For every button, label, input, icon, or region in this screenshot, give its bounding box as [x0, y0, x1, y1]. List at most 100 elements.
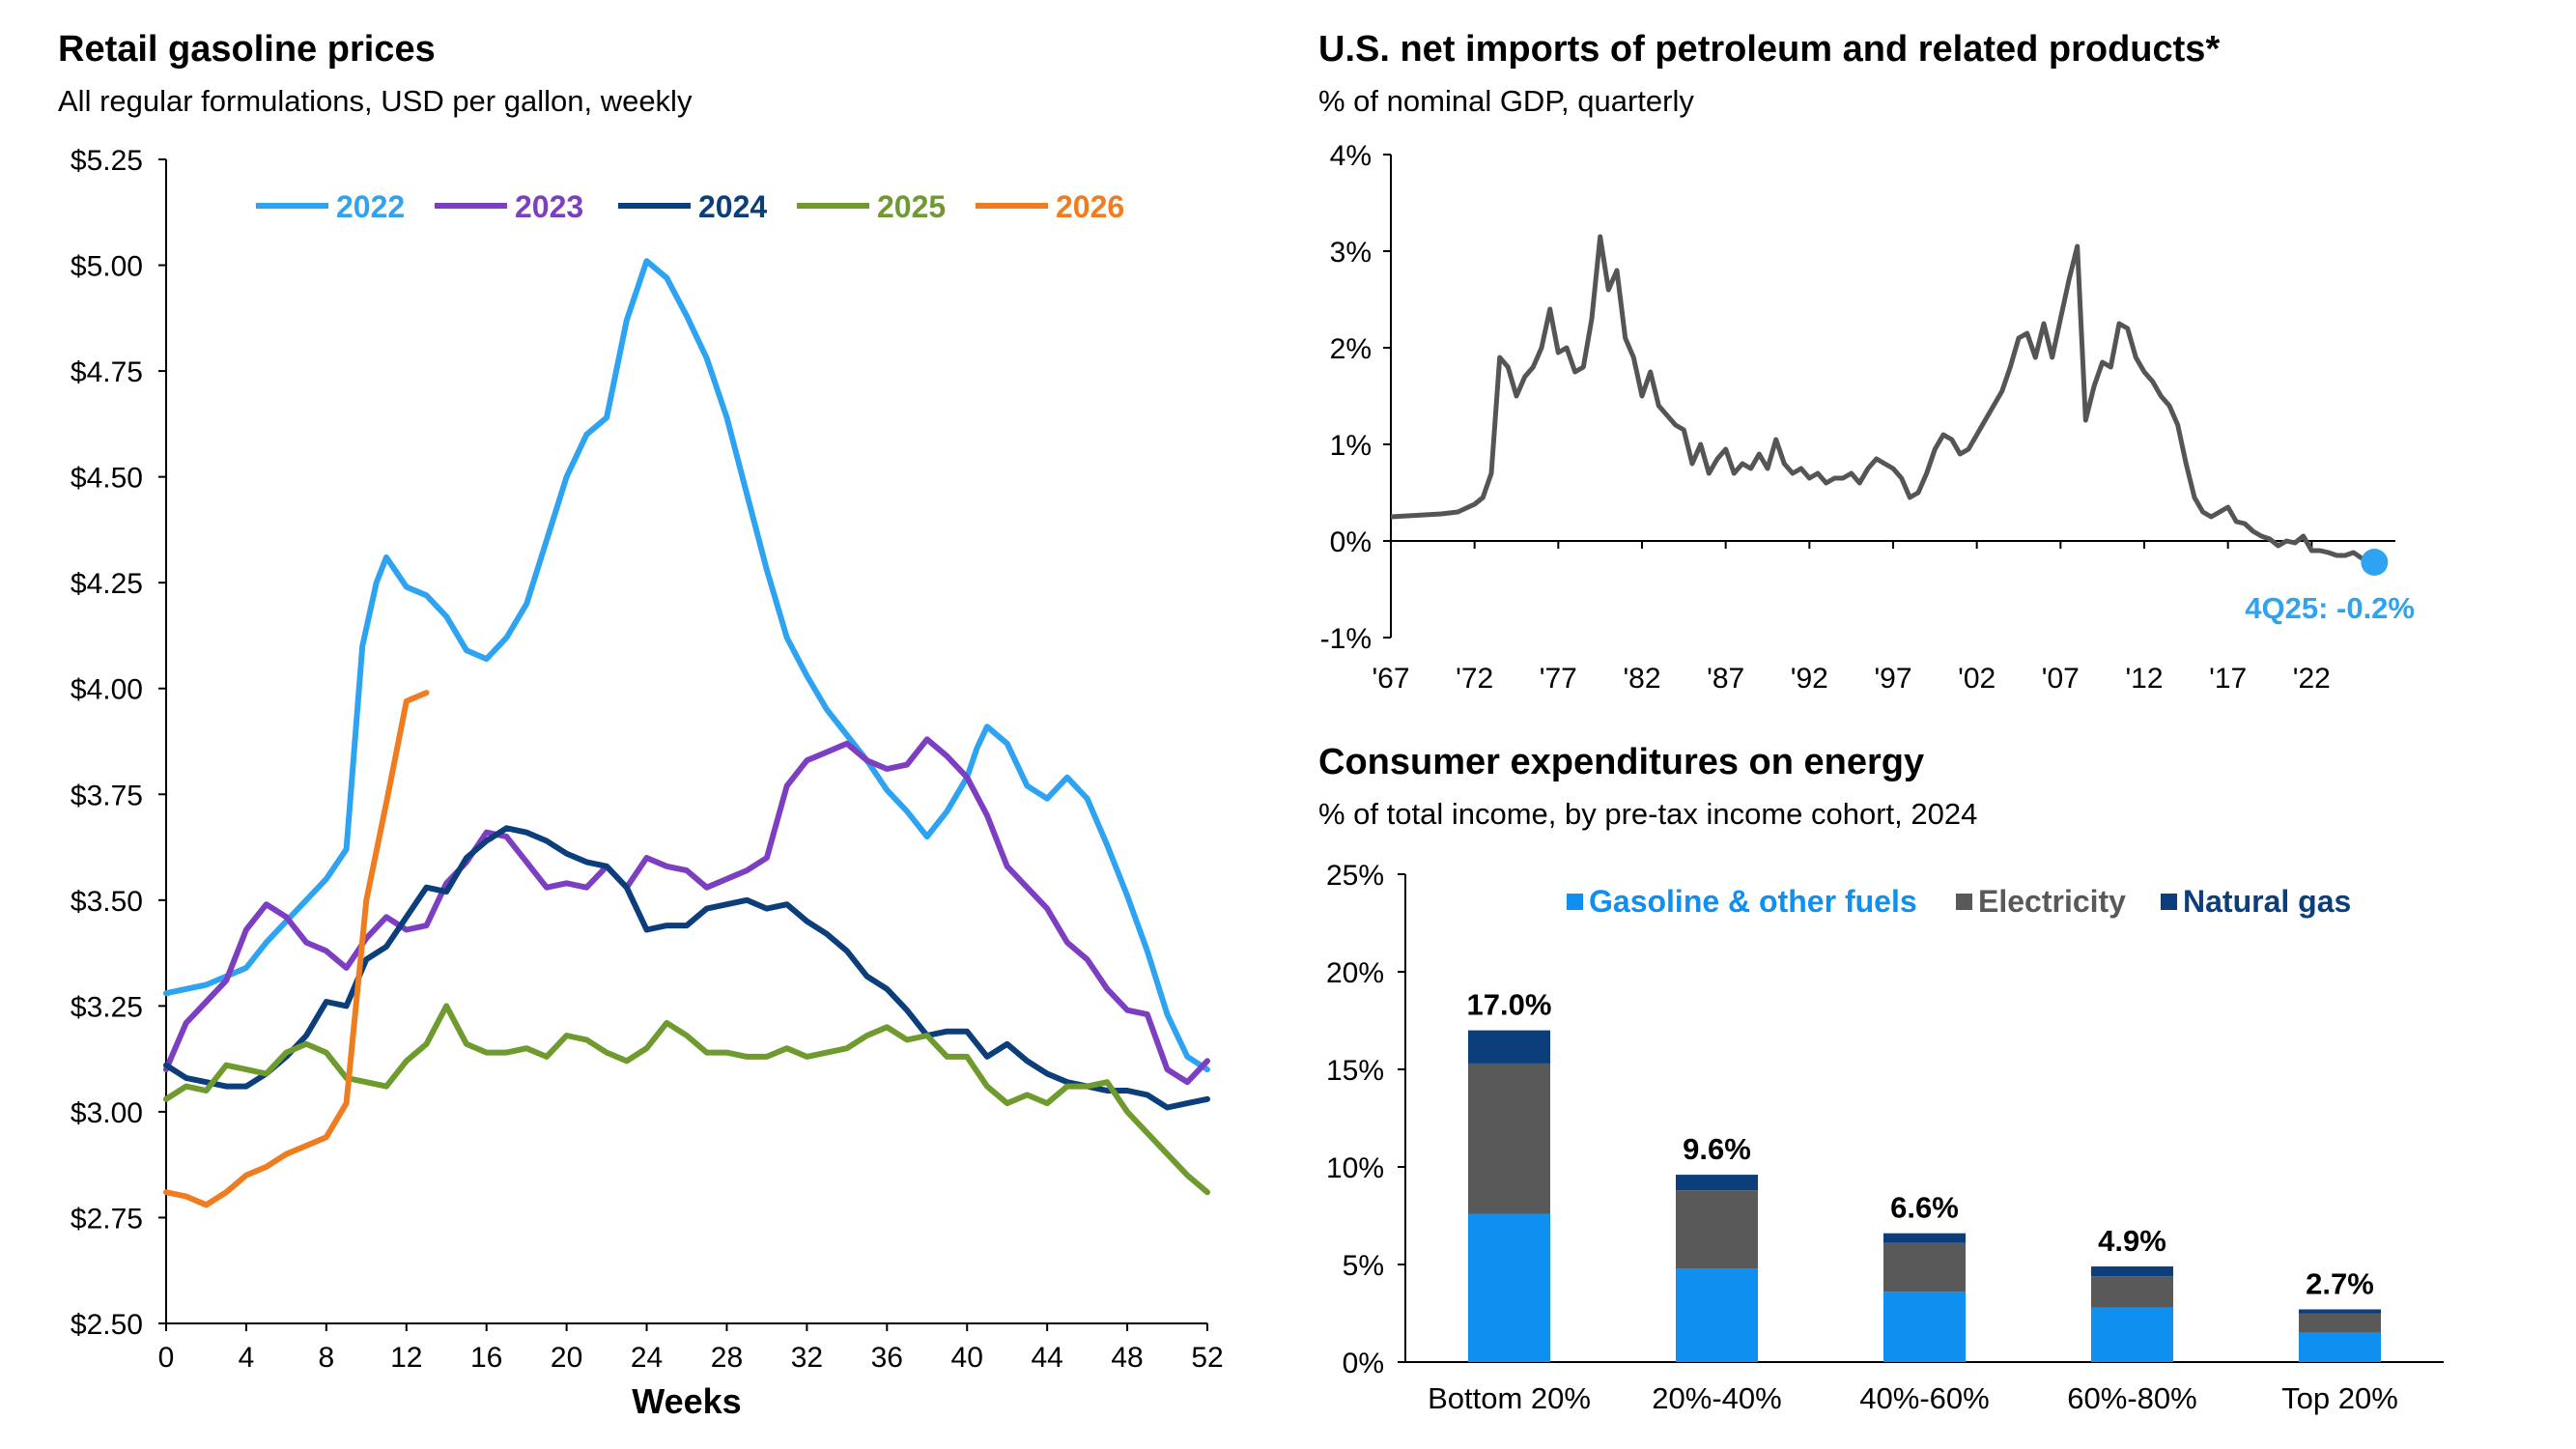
gas-y-tick-label: $3.25 — [71, 991, 143, 1023]
energy-y-tick-label: 20% — [1326, 957, 1384, 989]
energy-chart-title: Consumer expenditures on energy — [1318, 742, 1925, 782]
imports-x-tick-label: '87 — [1707, 663, 1744, 695]
energy-legend-label-0: Gasoline & other fuels — [1589, 884, 1917, 919]
imports-y-tick-label: 1% — [1330, 430, 1372, 462]
gas-y-tick-label: $4.75 — [71, 356, 143, 388]
gas-chart-title: Retail gasoline prices — [58, 29, 436, 70]
gas-series-line-2025 — [163, 1003, 1210, 1196]
gas-x-tick-label: 44 — [1031, 1342, 1062, 1374]
energy-category-label: 20%-40% — [1652, 1381, 1781, 1415]
gas-y-tick-label: $4.25 — [71, 568, 143, 600]
energy-bar-segment-1 — [2299, 1313, 2381, 1333]
gas-x-tick-label: 52 — [1191, 1342, 1223, 1374]
energy-legend-swatch-1 — [1956, 894, 1972, 910]
energy-legend-label-2: Natural gas — [2183, 884, 2351, 919]
imports-x-tick-label: '67 — [1372, 663, 1409, 695]
gas-y-tick-label: $3.50 — [71, 886, 143, 918]
gas-legend-label-2023: 2023 — [515, 189, 583, 224]
energy-category-label: 40%-60% — [1859, 1381, 1989, 1415]
energy-bar-segment-2 — [1883, 1233, 1966, 1243]
energy-y-tick-label: 0% — [1343, 1348, 1384, 1379]
gas-y-tick-label: $4.50 — [71, 463, 143, 495]
imports-x-tick-label: '07 — [2042, 663, 2080, 695]
imports-x-tick-label: '82 — [1623, 663, 1660, 695]
gas-legend-label-2022: 2022 — [336, 189, 405, 224]
imports-x-tick-label: '02 — [1958, 663, 1996, 695]
energy-bar-segment-0 — [1468, 1213, 1550, 1362]
gas-y-tick-label: $3.00 — [71, 1097, 143, 1129]
gas-x-tick-label: 24 — [631, 1342, 663, 1374]
energy-category-label: Top 20% — [2281, 1381, 2398, 1415]
gas-x-tick-label: 12 — [390, 1342, 422, 1374]
imports-y-tick-label: 0% — [1330, 526, 1372, 558]
imports-x-tick-label: '22 — [2293, 663, 2331, 695]
energy-bar-segment-1 — [1883, 1242, 1966, 1293]
gas-y-tick-label: $5.00 — [71, 251, 143, 283]
gas-y-tick-label: $2.75 — [71, 1203, 143, 1235]
gas-legend-label-2025: 2025 — [877, 189, 946, 224]
energy-legend-label-1: Electricity — [1978, 884, 2126, 919]
energy-bar-segment-2 — [2299, 1309, 2381, 1314]
gas-x-tick-label: 32 — [791, 1342, 823, 1374]
gas-legend-label-2026: 2026 — [1056, 189, 1124, 224]
imports-last-point-marker — [2361, 549, 2389, 576]
imports-series-line — [1390, 234, 2376, 565]
energy-category-label: Bottom 20% — [1428, 1381, 1591, 1415]
gas-y-tick-label: $4.00 — [71, 674, 143, 706]
imports-chart-subtitle: % of nominal GDP, quarterly — [1318, 84, 1694, 118]
energy-bar-segment-0 — [2299, 1332, 2381, 1362]
imports-y-tick-label: 4% — [1330, 140, 1372, 172]
gas-x-tick-label: 16 — [470, 1342, 502, 1374]
imports-x-tick-label: '72 — [1456, 663, 1493, 695]
energy-bar-total-label: 2.7% — [2306, 1266, 2374, 1300]
energy-bar-segment-0 — [1676, 1268, 1758, 1362]
gas-x-tick-label: 8 — [319, 1342, 335, 1374]
energy-bar-total-label: 4.9% — [2098, 1224, 2166, 1258]
energy-bar-total-label: 9.6% — [1683, 1132, 1751, 1166]
gas-y-tick-label: $2.50 — [71, 1309, 143, 1341]
gas-y-tick-label: $3.75 — [71, 780, 143, 811]
gas-y-tick-label: $5.25 — [71, 145, 143, 177]
imports-x-tick-label: '92 — [1791, 663, 1828, 695]
imports-y-tick-label: 3% — [1330, 237, 1372, 269]
energy-chart-subtitle: % of total income, by pre-tax income coh… — [1318, 797, 1978, 831]
gas-x-tick-label: 4 — [239, 1342, 255, 1374]
energy-legend-swatch-0 — [1567, 894, 1583, 910]
imports-y-tick-label: 2% — [1330, 333, 1372, 365]
gas-x-tick-label: 0 — [158, 1342, 175, 1374]
gas-series-line-2026 — [163, 690, 430, 1208]
imports-x-tick-label: '17 — [2209, 663, 2247, 695]
gas-x-tick-label: 48 — [1111, 1342, 1143, 1374]
imports-x-tick-label: '97 — [1874, 663, 1911, 695]
gas-x-tick-label: 28 — [711, 1342, 743, 1374]
energy-bar-segment-2 — [1468, 1030, 1550, 1064]
imports-chart-title: U.S. net imports of petroleum and relate… — [1318, 29, 2221, 70]
energy-bar-total-label: 17.0% — [1467, 988, 1552, 1022]
energy-bar-segment-2 — [2091, 1266, 2173, 1277]
energy-bar-segment-2 — [1676, 1175, 1758, 1191]
energy-y-tick-label: 15% — [1326, 1055, 1384, 1087]
energy-legend-swatch-2 — [2161, 894, 2177, 910]
imports-x-tick-label: '77 — [1540, 663, 1577, 695]
gas-x-tick-label: 36 — [871, 1342, 903, 1374]
energy-y-tick-label: 5% — [1343, 1250, 1384, 1282]
energy-category-label: 60%-80% — [2067, 1381, 2196, 1415]
energy-bar-segment-1 — [2091, 1276, 2173, 1308]
imports-x-tick-label: '12 — [2125, 663, 2163, 695]
energy-y-tick-label: 25% — [1326, 860, 1384, 892]
imports-annotation: 4Q25: -0.2% — [2245, 591, 2415, 625]
energy-bar-segment-0 — [2091, 1307, 2173, 1362]
gas-legend-label-2024: 2024 — [698, 189, 767, 224]
gas-x-tick-label: 20 — [551, 1342, 582, 1374]
gas-series-line-2023 — [163, 736, 1210, 1086]
gas-series-line-2024 — [163, 825, 1210, 1111]
gas-x-axis-label: Weeks — [632, 1381, 741, 1421]
gas-x-tick-label: 40 — [951, 1342, 983, 1374]
energy-bar-segment-0 — [1883, 1292, 1966, 1362]
energy-bar-total-label: 6.6% — [1890, 1191, 1959, 1225]
energy-bar-segment-1 — [1468, 1063, 1550, 1214]
gas-chart-subtitle: All regular formulations, USD per gallon… — [58, 84, 693, 118]
imports-y-tick-label: -1% — [1320, 623, 1372, 655]
energy-y-tick-label: 10% — [1326, 1152, 1384, 1184]
